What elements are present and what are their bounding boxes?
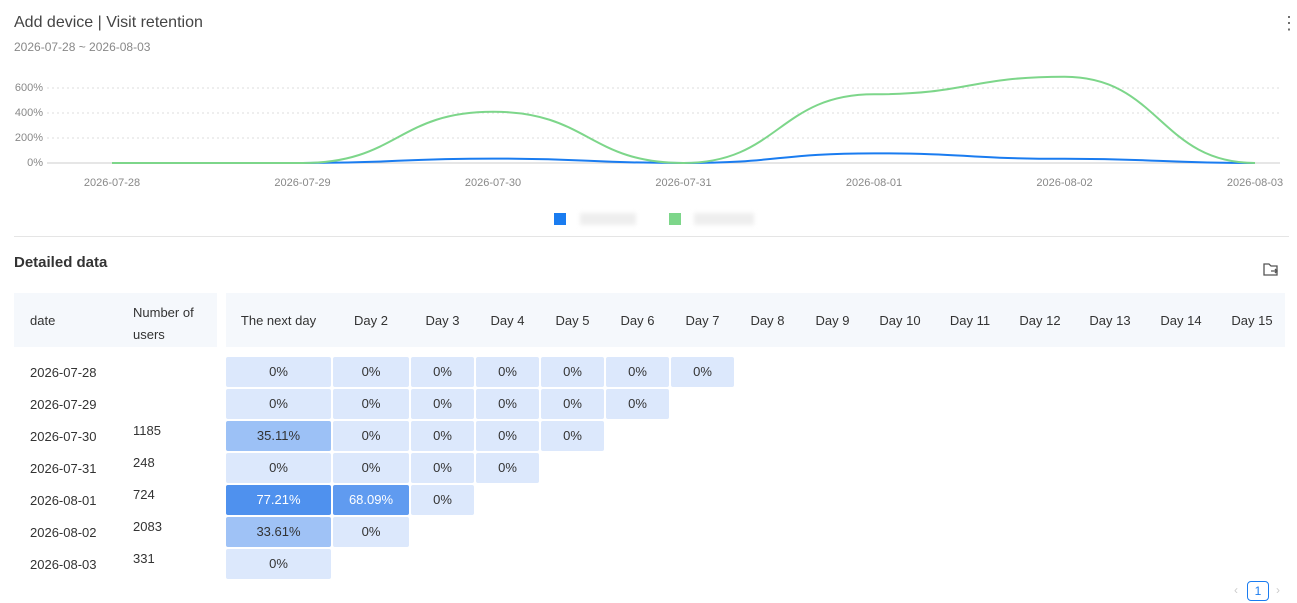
row-users: 1185 (133, 423, 161, 438)
y-tick-label: 0% (27, 157, 43, 169)
next-page[interactable]: › (1276, 583, 1280, 597)
retention-cell: 0% (411, 485, 474, 515)
section-title: Detailed data (14, 254, 108, 271)
retention-cell: 0% (411, 421, 474, 451)
header-bg (14, 293, 217, 347)
column-header: Day 6 (620, 313, 655, 328)
x-tick-label: 2026-07-28 (84, 177, 140, 189)
retention-cell: 0% (226, 357, 331, 387)
column-header: Day 10 (879, 313, 921, 328)
retention-cell: 0% (476, 389, 539, 419)
prev-page[interactable]: ‹ (1234, 583, 1238, 597)
retention-cell: 35.11% (226, 421, 331, 451)
date-range: 2026-07-28 ~ 2026-08-03 (14, 40, 151, 54)
retention-cell: 0% (606, 357, 669, 387)
x-tick-label: 2026-08-02 (1036, 177, 1092, 189)
y-tick-label: 400% (15, 107, 43, 119)
row-users: 331 (133, 551, 155, 566)
retention-cell: 33.61% (226, 517, 331, 547)
row-users: 2083 (133, 519, 162, 534)
y-tick-label: 200% (15, 132, 43, 144)
header-bg (226, 293, 1285, 347)
retention-cell: 0% (226, 389, 331, 419)
retention-cell: 0% (333, 421, 409, 451)
retention-cell: 0% (541, 357, 604, 387)
y-tick-label: 600% (15, 82, 43, 94)
row-date: 2026-07-31 (30, 461, 97, 476)
x-tick-label: 2026-08-01 (846, 177, 902, 189)
retention-cell: 0% (606, 389, 669, 419)
legend-swatch[interactable] (669, 213, 681, 225)
column-header: Day 4 (490, 313, 525, 328)
column-header: Day 2 (354, 313, 388, 328)
x-tick-label: 2026-07-29 (274, 177, 330, 189)
retention-cell: 0% (476, 453, 539, 483)
column-header: Day 14 (1160, 313, 1202, 328)
x-tick-label: 2026-08-03 (1227, 177, 1283, 189)
menu-icon[interactable]: ⋮ (1280, 13, 1297, 33)
row-date: 2026-08-02 (30, 525, 97, 540)
row-date: 2026-08-03 (30, 557, 97, 572)
column-header: Day 12 (1019, 313, 1061, 328)
x-tick-label: 2026-07-30 (465, 177, 521, 189)
export-icon[interactable] (1262, 260, 1280, 278)
retention-cell: 0% (333, 357, 409, 387)
column-header: Day 9 (815, 313, 850, 328)
retention-cell: 68.09% (333, 485, 409, 515)
title: Add device | Visit retention (14, 14, 203, 31)
retention-cell: 0% (411, 357, 474, 387)
legend-swatch[interactable] (554, 213, 566, 225)
column-header: Day 3 (425, 313, 460, 328)
retention-cell: 0% (333, 517, 409, 547)
row-date: 2026-07-28 (30, 365, 97, 380)
retention-cell: 0% (541, 389, 604, 419)
row-users: 724 (133, 487, 155, 502)
column-header: Day 7 (685, 313, 720, 328)
row-users: 248 (133, 455, 155, 470)
retention-cell: 0% (333, 453, 409, 483)
column-header: date (30, 313, 56, 328)
chart: 0% 200% 400% 600% 2026-07-28 2026-07-29 2026-0… (15, 75, 1283, 189)
retention-cell: 0% (411, 453, 474, 483)
series-line (112, 75, 1256, 165)
column-header: Day 13 (1089, 313, 1131, 328)
retention-cell: 0% (476, 357, 539, 387)
retention-cell: 77.21% (226, 485, 331, 515)
retention-cell: 0% (411, 389, 474, 419)
retention-cell: 0% (333, 389, 409, 419)
column-header: The next day (240, 313, 317, 328)
legend-label (694, 213, 754, 225)
divider (14, 236, 1289, 237)
retention-cell: 0% (541, 421, 604, 451)
row-date: 2026-08-01 (30, 493, 97, 508)
retention-cell: 0% (671, 357, 734, 387)
retention-cell: 0% (226, 453, 331, 483)
row-date: 2026-07-29 (30, 397, 97, 412)
column-header: Day 11 (949, 313, 991, 328)
retention-cell: 0% (476, 421, 539, 451)
page-number[interactable]: 1 (1247, 581, 1269, 601)
legend-label (580, 213, 636, 225)
column-header: Day 15 (1231, 313, 1273, 328)
column-header: Day 5 (555, 313, 590, 328)
column-header: Number of users (133, 305, 194, 342)
row-date: 2026-07-30 (30, 429, 97, 444)
x-tick-label: 2026-07-31 (655, 177, 711, 189)
column-header: Day 8 (750, 313, 785, 328)
retention-cell: 0% (226, 549, 331, 579)
series-line (112, 152, 1256, 165)
